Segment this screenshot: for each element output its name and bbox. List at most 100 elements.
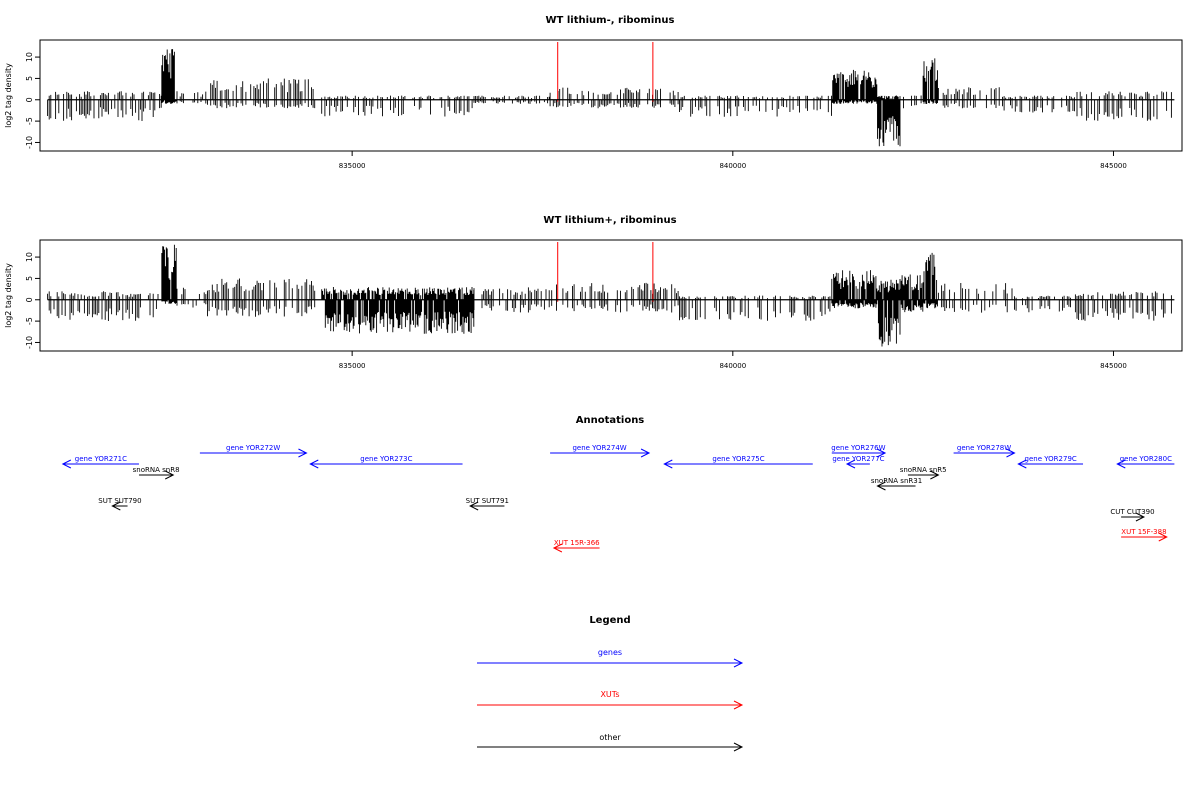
y-tick-label: -5	[25, 317, 34, 325]
feature-arrow-head	[1135, 512, 1146, 522]
y-tick-label: -5	[25, 117, 34, 125]
feature-arrow-head	[469, 501, 479, 511]
y-tick-label: 0	[25, 97, 34, 102]
feature-label: gene YOR279C	[1025, 455, 1077, 463]
position-markers	[557, 242, 654, 302]
feature-label: snoRNA snR5	[900, 466, 947, 474]
y-tick-label: 10	[25, 252, 34, 262]
signal-bars-path	[47, 49, 1172, 147]
legend-item-xuts: XUTs	[477, 690, 744, 710]
feature-label: gene YOR277C	[832, 455, 884, 463]
feature-label: SUT SUT790	[98, 497, 141, 505]
x-tick-label: 835000	[339, 162, 366, 170]
feature-arrow-head	[845, 459, 856, 469]
feature-label: snoRNA snR8	[133, 466, 180, 474]
annotation-track: Annotations gene YOR271C gene YOR272W snoR…	[61, 415, 1175, 553]
legend-item-other: other	[477, 733, 744, 752]
legend-title: Legend	[589, 615, 630, 626]
annotation-feature: gene YOR280C	[1116, 455, 1175, 469]
plot-frame	[39, 239, 1183, 352]
feature-arrow-head	[1017, 459, 1027, 469]
legend-arrow-head	[733, 658, 744, 668]
feature-label: XUT 15F-388	[1121, 528, 1166, 536]
signal-bars	[47, 244, 1172, 347]
feature-label: gene YOR274W	[572, 444, 626, 452]
feature-arrow-head	[640, 448, 651, 458]
feature-arrow-head	[61, 459, 72, 469]
x-tick-label: 845000	[1100, 162, 1127, 170]
legend-arrow-head	[733, 742, 744, 752]
annotation-feature: gene YOR274W	[550, 444, 651, 458]
y-axis-ticks: 10 5 0 -5 -10	[25, 252, 40, 349]
legend-arrow-head	[733, 700, 744, 710]
x-axis-ticks: 835000 840000 845000	[339, 151, 1127, 170]
plot-frame	[39, 39, 1183, 152]
feature-arrows: gene YOR271C gene YOR272W snoRNA snR8 gene …	[61, 444, 1175, 553]
x-tick-label: 835000	[339, 362, 366, 370]
feature-arrow-head	[1006, 448, 1016, 458]
y-tick-label: 0	[25, 297, 34, 302]
annotation-feature: gene YOR272W	[199, 444, 308, 458]
legend-item-genes: genes	[477, 648, 744, 668]
position-markers	[557, 42, 654, 102]
annotation-feature: XUT 15F-388	[1121, 528, 1168, 542]
feature-arrow-head	[876, 481, 886, 491]
y-tick-label: -10	[25, 136, 34, 149]
y-axis-label: log2 tag density	[4, 63, 13, 128]
feature-arrow-head	[1158, 532, 1168, 542]
feature-label: gene YOR272W	[226, 444, 280, 452]
feature-arrow-head	[663, 459, 673, 469]
x-tick-label: 845000	[1100, 362, 1127, 370]
annotation-feature: gene YOR275C	[663, 455, 813, 469]
annotations-title: Annotations	[576, 415, 645, 426]
y-tick-label: 5	[25, 76, 34, 81]
y-tick-label: 10	[25, 52, 34, 62]
annotation-feature: gene YOR276W	[831, 444, 887, 458]
feature-label: CUT CUT390	[1110, 508, 1154, 516]
annotation-feature: snoRNA snR31	[871, 477, 922, 491]
x-tick-label: 840000	[719, 162, 746, 170]
annotation-feature: SUT SUT790	[98, 497, 142, 511]
legend-label: genes	[598, 648, 622, 657]
feature-label: gene YOR275C	[712, 455, 764, 463]
annotation-feature: gene YOR278W	[953, 444, 1016, 458]
annotation-feature: SUT SUT791	[466, 497, 509, 511]
y-axis-label: log2 tag density	[4, 263, 13, 328]
y-tick-label: -10	[25, 336, 34, 349]
annotation-feature: CUT CUT390	[1110, 508, 1155, 522]
annotation-feature: gene YOR273C	[309, 455, 463, 469]
feature-arrow-head	[930, 470, 940, 480]
signal-bars-path	[47, 244, 1172, 347]
feature-label: SUT SUT791	[466, 497, 509, 505]
x-axis-ticks: 835000 840000 845000	[339, 351, 1127, 370]
y-axis-ticks: 10 5 0 -5 -10	[25, 52, 40, 149]
feature-arrow-head	[552, 543, 563, 553]
signal-bars	[47, 49, 1172, 147]
annotation-feature: gene YOR271C	[61, 455, 139, 469]
feature-label: snoRNA snR31	[871, 477, 922, 485]
feature-label: gene YOR273C	[360, 455, 412, 463]
panel-title: WT lithium+, ribominus	[543, 215, 676, 226]
annotation-feature: XUT 15R-366	[552, 539, 600, 553]
feature-arrow-head	[111, 501, 121, 511]
feature-arrow-head	[876, 448, 887, 458]
feature-arrow-head	[309, 459, 319, 469]
annotation-feature: gene YOR279C	[1017, 455, 1084, 469]
feature-label: gene YOR280C	[1120, 455, 1172, 463]
legend-label: XUTs	[600, 690, 619, 699]
feature-label: gene YOR278W	[957, 444, 1011, 452]
feature-label: gene YOR271C	[75, 455, 127, 463]
feature-arrow-head	[165, 470, 175, 480]
legend: Legend genes XUTs other	[477, 615, 744, 752]
x-tick-label: 840000	[719, 362, 746, 370]
signal-panel-lithium-plus: WT lithium+, ribominus log2 tag density …	[4, 215, 1183, 370]
annotation-feature: snoRNA snR8	[133, 466, 180, 480]
signal-panel-lithium-minus: WT lithium-, ribominus log2 tag density …	[4, 15, 1183, 170]
feature-arrow-head	[298, 448, 308, 458]
panel-title: WT lithium-, ribominus	[546, 15, 675, 26]
annotation-feature: snoRNA snR5	[900, 466, 947, 480]
feature-label: XUT 15R-366	[554, 539, 600, 547]
annotation-feature: gene YOR277C	[832, 455, 885, 469]
feature-label: gene YOR276W	[831, 444, 885, 452]
